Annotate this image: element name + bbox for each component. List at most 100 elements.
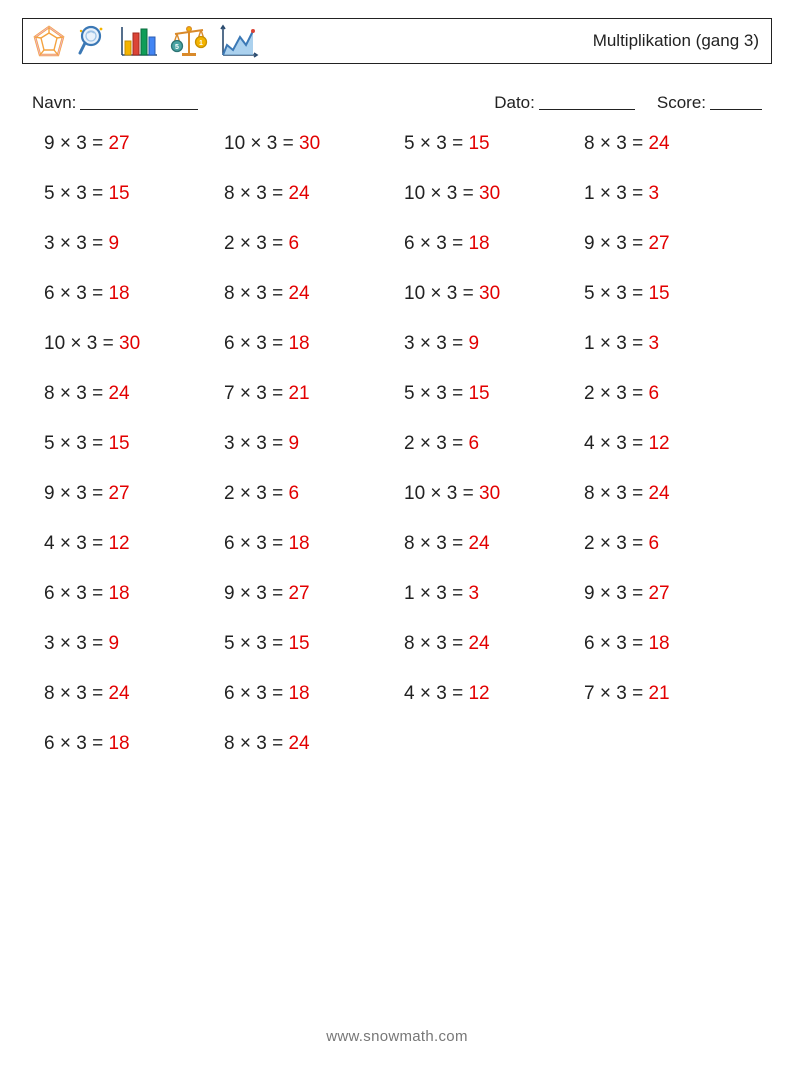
problem-expression: 2 × 3 = bbox=[584, 383, 648, 404]
problem-expression: 10 × 3 = bbox=[404, 283, 479, 304]
problem-cell: 6 × 3 = 18 bbox=[44, 733, 224, 755]
problem-expression: 2 × 3 = bbox=[224, 483, 288, 504]
problem-answer: 30 bbox=[119, 333, 140, 354]
problem-cell: 4 × 3 = 12 bbox=[44, 533, 224, 555]
problem-expression: 8 × 3 = bbox=[584, 483, 648, 504]
problem-answer: 24 bbox=[648, 483, 669, 504]
problem-expression: 9 × 3 = bbox=[584, 233, 648, 254]
problem-answer: 30 bbox=[299, 133, 320, 154]
problem-expression: 3 × 3 = bbox=[44, 233, 108, 254]
problem-cell: 7 × 3 = 21 bbox=[584, 683, 764, 705]
problem-cell: 4 × 3 = 12 bbox=[584, 433, 764, 455]
problem-answer: 30 bbox=[479, 183, 500, 204]
problem-answer: 15 bbox=[288, 633, 309, 654]
problem-cell: 9 × 3 = 27 bbox=[44, 483, 224, 505]
problem-answer: 27 bbox=[648, 583, 669, 604]
problem-cell: 6 × 3 = 18 bbox=[44, 283, 224, 305]
problem-expression: 8 × 3 = bbox=[584, 133, 648, 154]
problem-expression: 10 × 3 = bbox=[404, 183, 479, 204]
problem-answer: 18 bbox=[108, 583, 129, 604]
problem-cell: 8 × 3 = 24 bbox=[584, 483, 764, 505]
problem-cell: 1 × 3 = 3 bbox=[584, 333, 764, 355]
problem-answer: 30 bbox=[479, 483, 500, 504]
score-blank[interactable] bbox=[710, 92, 762, 110]
magnifier-icon bbox=[77, 23, 109, 59]
problem-cell: 9 × 3 = 27 bbox=[584, 233, 764, 255]
problem-answer: 24 bbox=[468, 533, 489, 554]
problem-cell: 5 × 3 = 15 bbox=[44, 183, 224, 205]
problem-answer: 27 bbox=[288, 583, 309, 604]
date-label: Dato: bbox=[494, 93, 535, 113]
problem-expression: 8 × 3 = bbox=[404, 533, 468, 554]
problem-cell: 3 × 3 = 9 bbox=[44, 633, 224, 655]
problem-expression: 2 × 3 = bbox=[404, 433, 468, 454]
problem-expression: 4 × 3 = bbox=[584, 433, 648, 454]
problem-expression: 8 × 3 = bbox=[44, 383, 108, 404]
problem-answer: 18 bbox=[468, 233, 489, 254]
problem-answer: 12 bbox=[108, 533, 129, 554]
problem-answer: 18 bbox=[288, 533, 309, 554]
problem-expression: 1 × 3 = bbox=[584, 333, 648, 354]
problem-answer: 15 bbox=[468, 133, 489, 154]
problem-answer: 3 bbox=[648, 333, 659, 354]
problem-expression: 8 × 3 = bbox=[44, 683, 108, 704]
problem-answer: 24 bbox=[108, 683, 129, 704]
problem-expression: 1 × 3 = bbox=[404, 583, 468, 604]
problem-expression: 3 × 3 = bbox=[224, 433, 288, 454]
problem-answer: 15 bbox=[648, 283, 669, 304]
problem-answer: 15 bbox=[468, 383, 489, 404]
problem-cell: 5 × 3 = 15 bbox=[404, 383, 584, 405]
problem-answer: 24 bbox=[288, 183, 309, 204]
problem-cell: 3 × 3 = 9 bbox=[404, 333, 584, 355]
problem-answer: 15 bbox=[108, 183, 129, 204]
name-label: Navn: bbox=[32, 93, 76, 113]
problem-cell: 5 × 3 = 15 bbox=[224, 633, 404, 655]
problem-answer: 27 bbox=[648, 233, 669, 254]
problem-expression: 10 × 3 = bbox=[404, 483, 479, 504]
problem-answer: 6 bbox=[648, 533, 659, 554]
problem-cell: 10 × 3 = 30 bbox=[404, 283, 584, 305]
problem-cell: 3 × 3 = 9 bbox=[224, 433, 404, 455]
problem-expression: 9 × 3 = bbox=[224, 583, 288, 604]
header-title: Multiplikation (gang 3) bbox=[593, 31, 759, 51]
problem-cell: 10 × 3 = 30 bbox=[224, 133, 404, 155]
problem-cell: 6 × 3 = 18 bbox=[404, 233, 584, 255]
problem-answer: 24 bbox=[288, 733, 309, 754]
pentagon-icon bbox=[31, 23, 67, 59]
problem-answer: 24 bbox=[288, 283, 309, 304]
problem-expression: 4 × 3 = bbox=[44, 533, 108, 554]
problem-expression: 5 × 3 = bbox=[404, 383, 468, 404]
problem-cell: 8 × 3 = 24 bbox=[224, 183, 404, 205]
problem-expression: 1 × 3 = bbox=[584, 183, 648, 204]
problem-expression: 9 × 3 = bbox=[584, 583, 648, 604]
problem-cell: 6 × 3 = 18 bbox=[44, 583, 224, 605]
problem-answer: 24 bbox=[468, 633, 489, 654]
problem-answer: 9 bbox=[108, 633, 119, 654]
name-blank[interactable] bbox=[80, 92, 198, 110]
header-icons: 5 1 bbox=[31, 23, 259, 59]
problem-expression: 8 × 3 = bbox=[224, 283, 288, 304]
problem-cell: 8 × 3 = 24 bbox=[404, 633, 584, 655]
problem-expression: 5 × 3 = bbox=[224, 633, 288, 654]
problem-expression: 5 × 3 = bbox=[584, 283, 648, 304]
date-blank[interactable] bbox=[539, 92, 635, 110]
problem-cell: 8 × 3 = 24 bbox=[44, 383, 224, 405]
problem-cell: 6 × 3 = 18 bbox=[224, 683, 404, 705]
problem-answer: 9 bbox=[288, 433, 299, 454]
problem-expression: 3 × 3 = bbox=[44, 633, 108, 654]
problem-answer: 6 bbox=[648, 383, 659, 404]
problem-expression: 7 × 3 = bbox=[224, 383, 288, 404]
problem-cell: 6 × 3 = 18 bbox=[224, 533, 404, 555]
problem-answer: 21 bbox=[648, 683, 669, 704]
bars-icon bbox=[119, 23, 159, 59]
problem-expression: 5 × 3 = bbox=[44, 183, 108, 204]
problem-answer: 12 bbox=[648, 433, 669, 454]
problem-cell: 2 × 3 = 6 bbox=[404, 433, 584, 455]
problem-expression: 4 × 3 = bbox=[404, 683, 468, 704]
problem-expression: 5 × 3 = bbox=[404, 133, 468, 154]
problem-answer: 6 bbox=[288, 483, 299, 504]
problem-expression: 9 × 3 = bbox=[44, 133, 108, 154]
problem-cell: 9 × 3 = 27 bbox=[224, 583, 404, 605]
problem-cell: 8 × 3 = 24 bbox=[224, 733, 404, 755]
problem-expression: 6 × 3 = bbox=[224, 683, 288, 704]
